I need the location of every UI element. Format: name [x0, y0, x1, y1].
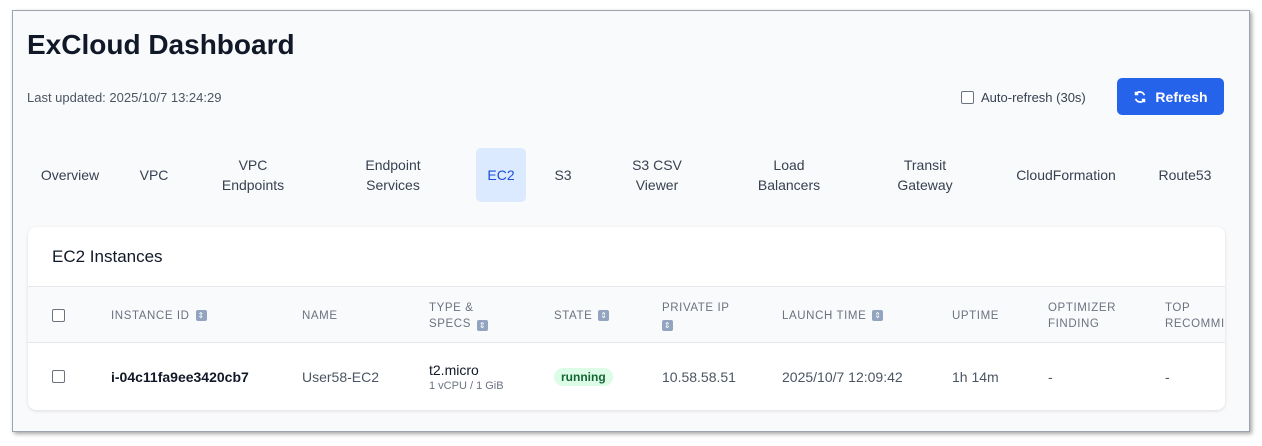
- state-cell: running: [554, 343, 613, 410]
- page-title: ExCloud Dashboard: [27, 29, 295, 60]
- launch-time: 2025/10/7 12:09:42: [782, 368, 903, 385]
- tab-load-balancers[interactable]: Load Balancers: [757, 157, 821, 193]
- tab-s3[interactable]: S3: [554, 167, 572, 183]
- tab-transit-gateway[interactable]: Transit Gateway: [897, 157, 953, 193]
- tab-vpc-endpoints[interactable]: VPC Endpoints: [221, 157, 285, 193]
- sort-icon[interactable]: ⇕: [598, 310, 610, 321]
- instance-name: User58-EC2: [302, 368, 380, 385]
- tab-vpc[interactable]: VPC: [139, 167, 169, 183]
- sort-icon[interactable]: ⇕: [195, 310, 207, 321]
- column-private-ip[interactable]: PRIVATE IP ⇕: [662, 301, 730, 331]
- ec2-instances-card: EC2 Instances INSTANCE ID ⇕ NAME TYPE & SP…: [28, 227, 1225, 410]
- sort-icon[interactable]: ⇕: [477, 319, 488, 331]
- column-uptime: UPTIME: [952, 309, 1000, 322]
- column-name: NAME: [302, 309, 338, 322]
- app-window: ExCloud Dashboard Last updated: 2025/10/…: [12, 10, 1250, 432]
- column-state[interactable]: STATE ⇕: [554, 309, 610, 322]
- instance-id[interactable]: i-04c11fa9ee3420cb7: [111, 368, 249, 385]
- tab-endpoint-services[interactable]: Endpoint Services: [365, 157, 421, 193]
- status-badge: running: [554, 367, 613, 386]
- tab-cloudformation[interactable]: CloudFormation: [1016, 167, 1116, 183]
- column-type-specs[interactable]: TYPE & SPECS ⇕: [429, 301, 488, 331]
- row-checkbox[interactable]: [52, 370, 65, 383]
- select-all-cell: [52, 287, 65, 344]
- card-title: EC2 Instances: [52, 247, 163, 266]
- sort-icon[interactable]: ⇕: [872, 310, 884, 321]
- column-optimizer-finding: OPTIMIZER FINDING: [1048, 301, 1117, 330]
- column-launch-time[interactable]: LAUNCH TIME ⇕: [782, 309, 884, 322]
- sort-icon[interactable]: ⇕: [662, 319, 673, 331]
- column-top-recommendation: TOP RECOMMI: [1165, 301, 1225, 330]
- tab-s3-csv-viewer[interactable]: S3 CSV Viewer: [632, 157, 682, 193]
- auto-refresh-label: Auto-refresh (30s): [981, 90, 1086, 105]
- refresh-button[interactable]: Refresh: [1117, 78, 1224, 115]
- uptime: 1h 14m: [952, 368, 999, 385]
- tab-overview[interactable]: Overview: [40, 167, 100, 183]
- refresh-icon: [1135, 90, 1146, 103]
- column-instance-id[interactable]: INSTANCE ID ⇕: [111, 309, 207, 322]
- private-ip: 10.58.58.51: [662, 368, 736, 385]
- last-updated: Last updated: 2025/10/7 13:24:29: [27, 90, 222, 105]
- table-header: INSTANCE ID ⇕ NAME TYPE & SPECS ⇕ STATE ⇕ PR…: [28, 286, 1225, 343]
- tab-ec2[interactable]: EC2: [476, 148, 526, 202]
- row-select-cell: [52, 343, 65, 410]
- auto-refresh-toggle[interactable]: Auto-refresh (30s): [961, 90, 1086, 105]
- optimizer-finding: -: [1048, 368, 1053, 385]
- select-all-checkbox[interactable]: [52, 309, 65, 322]
- top-recommendation: -: [1165, 368, 1170, 385]
- tab-route53[interactable]: Route53: [1158, 167, 1212, 183]
- auto-refresh-checkbox[interactable]: [961, 91, 974, 104]
- instance-type: t2.micro 1 vCPU / 1 GiB: [429, 361, 504, 392]
- refresh-label: Refresh: [1155, 88, 1208, 105]
